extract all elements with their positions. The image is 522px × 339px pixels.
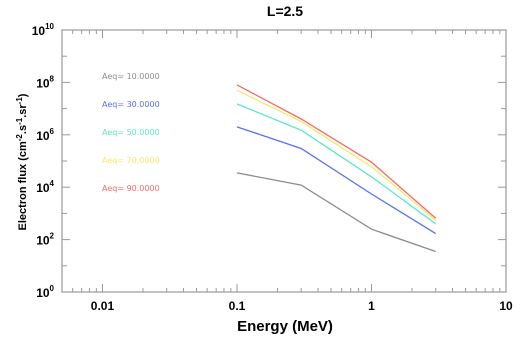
y-tick-base: 10 [36,286,50,300]
y-axis-label-sup: -1 [15,97,24,105]
y-tick-base: 10 [36,76,50,90]
legend: Aeq= 10.0000 Aeq= 30.0000 Aeq= 50.0000 Aeq=… [102,72,160,193]
y-tick-exponent: 4 [50,179,55,188]
x-tick-label: 0.01 [91,299,115,313]
y-axis-label: Electron flux (cm-2.s-1.sr-1) [15,93,29,230]
series-line [236,89,437,221]
y-axis-label-part: .sr [17,104,29,118]
legend-entry: Aeq= 30.0000 [102,100,160,109]
x-tick-label: 10 [499,299,513,313]
y-tick-label: 102 [36,232,54,248]
y-tick-label: 104 [36,179,54,195]
y-tick-base: 10 [36,234,50,248]
series-line [236,126,437,235]
x-axis-label: Energy (MeV) [237,318,333,335]
y-axis-label-part: .s [17,125,29,134]
legend-entry: Aeq= 70.0000 [102,156,160,165]
y-tick-base: 10 [36,129,50,143]
y-tick-exponent: 6 [50,127,55,136]
x-tick-label: 1 [368,299,375,313]
chart-title: L=2.5 [267,3,303,19]
x-tick-label: 0.1 [229,299,246,313]
series-lines [236,84,437,253]
y-tick-exponent: 8 [50,74,55,83]
x-tick-labels: 0.01 0.1 1 10 [91,299,513,313]
axis-ticks [62,29,507,293]
y-tick-exponent: 0 [50,284,55,293]
legend-entry: Aeq= 50.0000 [102,128,160,137]
y-axis-label-sup: -2 [15,134,24,142]
y-tick-label: 106 [36,127,54,143]
y-tick-label: 100 [36,284,54,300]
series-line [236,103,437,225]
legend-entry: Aeq= 10.0000 [102,72,160,81]
y-tick-label: 1010 [32,22,55,38]
legend-entry: Aeq= 90.0000 [102,184,160,193]
y-axis-label-part: ) [17,93,29,97]
y-tick-label: 108 [36,74,54,90]
y-axis-label-part: Electron flux (cm [17,141,29,230]
series-line [236,84,437,219]
series-line [236,172,436,253]
y-tick-base: 10 [32,24,46,38]
y-tick-base: 10 [36,181,50,195]
y-axis-label-sup: -1 [15,117,24,125]
y-tick-exponent: 10 [45,22,54,31]
y-tick-exponent: 2 [50,232,55,241]
